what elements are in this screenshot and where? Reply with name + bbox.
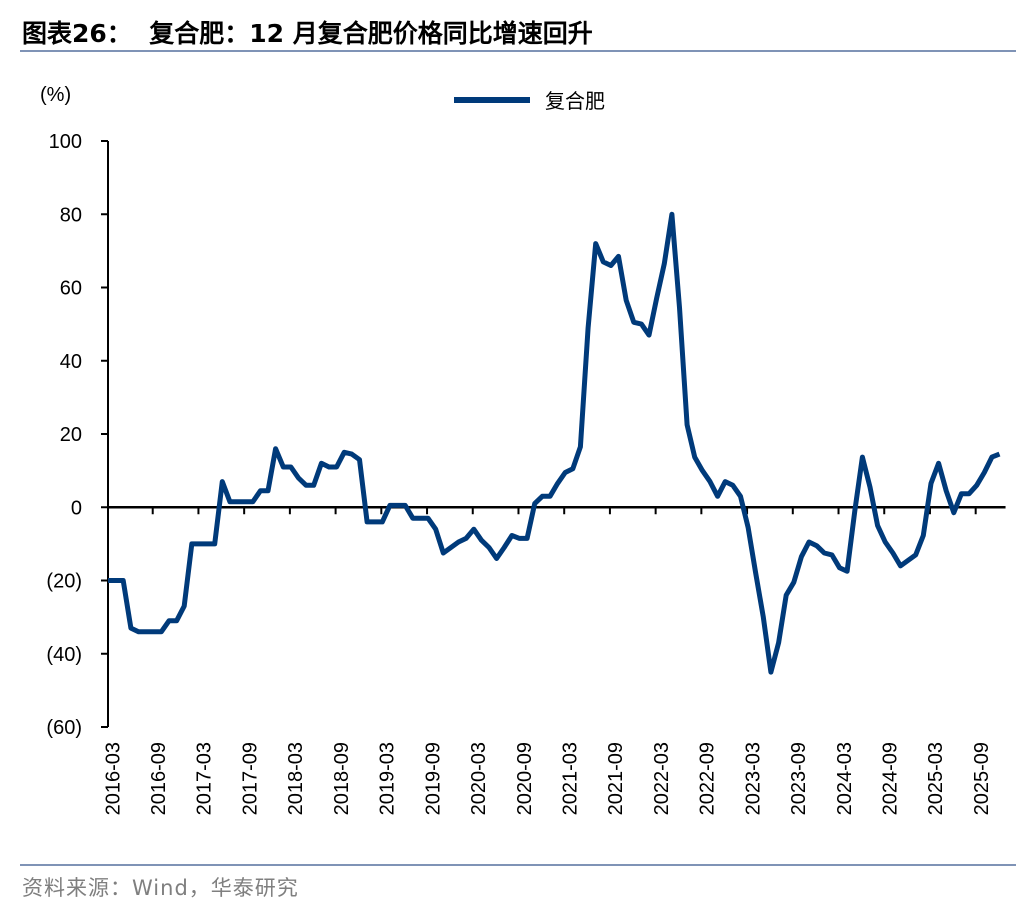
y-tick-label: (60) [46,717,82,739]
x-tick-label: 2022-03 [651,742,673,815]
y-tick-label: 0 [71,497,82,519]
x-tick-label: 2024-03 [834,742,856,815]
x-tick-label: 2024-09 [880,742,902,815]
x-tick-label: 2018-03 [285,742,307,815]
y-tick-label: 60 [60,278,82,300]
x-tick-label: 2019-03 [377,742,399,815]
series-line-fuhefei [108,211,1001,675]
top-rule [20,50,1016,52]
x-tick-label: 2017-09 [239,742,261,815]
x-tick-label: 2023-03 [742,742,764,815]
y-axis-unit-label: (%) [40,84,71,106]
x-tick-label: 2020-09 [514,742,536,815]
x-tick-label: 2018-09 [331,742,353,815]
bottom-rule [20,864,1016,866]
x-tick-label: 2021-09 [605,742,627,815]
x-tick-label: 2025-09 [971,742,993,815]
legend-label: 复合肥 [545,90,605,113]
y-tick-label: 100 [49,131,82,153]
source-note: 资料来源：Wind，华泰研究 [22,876,299,900]
x-tick-label: 2023-09 [788,742,810,815]
y-axis: 100 80 60 40 20 0 (20) (40) (60) [46,131,109,739]
chart-title: 图表26： 复合肥：12 月复合肥价格同比增速回升 [22,19,593,48]
y-tick-label: 40 [60,351,82,373]
x-tick-label: 2021-03 [559,742,581,815]
y-tick-label: 20 [60,424,82,446]
x-tick-label: 2019-09 [422,742,444,815]
x-axis: 2016-03 2016-09 2017-03 2017-09 2018-03 2018-… [102,506,1006,815]
legend: 复合肥 [454,90,605,113]
x-tick-label: 2020-03 [468,742,490,815]
x-tick-label: 2025-03 [925,742,947,815]
x-tick-label: 2016-09 [148,742,170,815]
y-tick-label: (20) [46,571,82,593]
y-tick-label: (40) [46,644,82,666]
series-layer [107,211,1001,675]
y-tick-label: 80 [60,204,82,226]
x-tick-label: 2016-03 [102,742,124,815]
x-tick-label: 2022-09 [697,742,719,815]
x-tick-label: 2017-03 [194,742,216,815]
